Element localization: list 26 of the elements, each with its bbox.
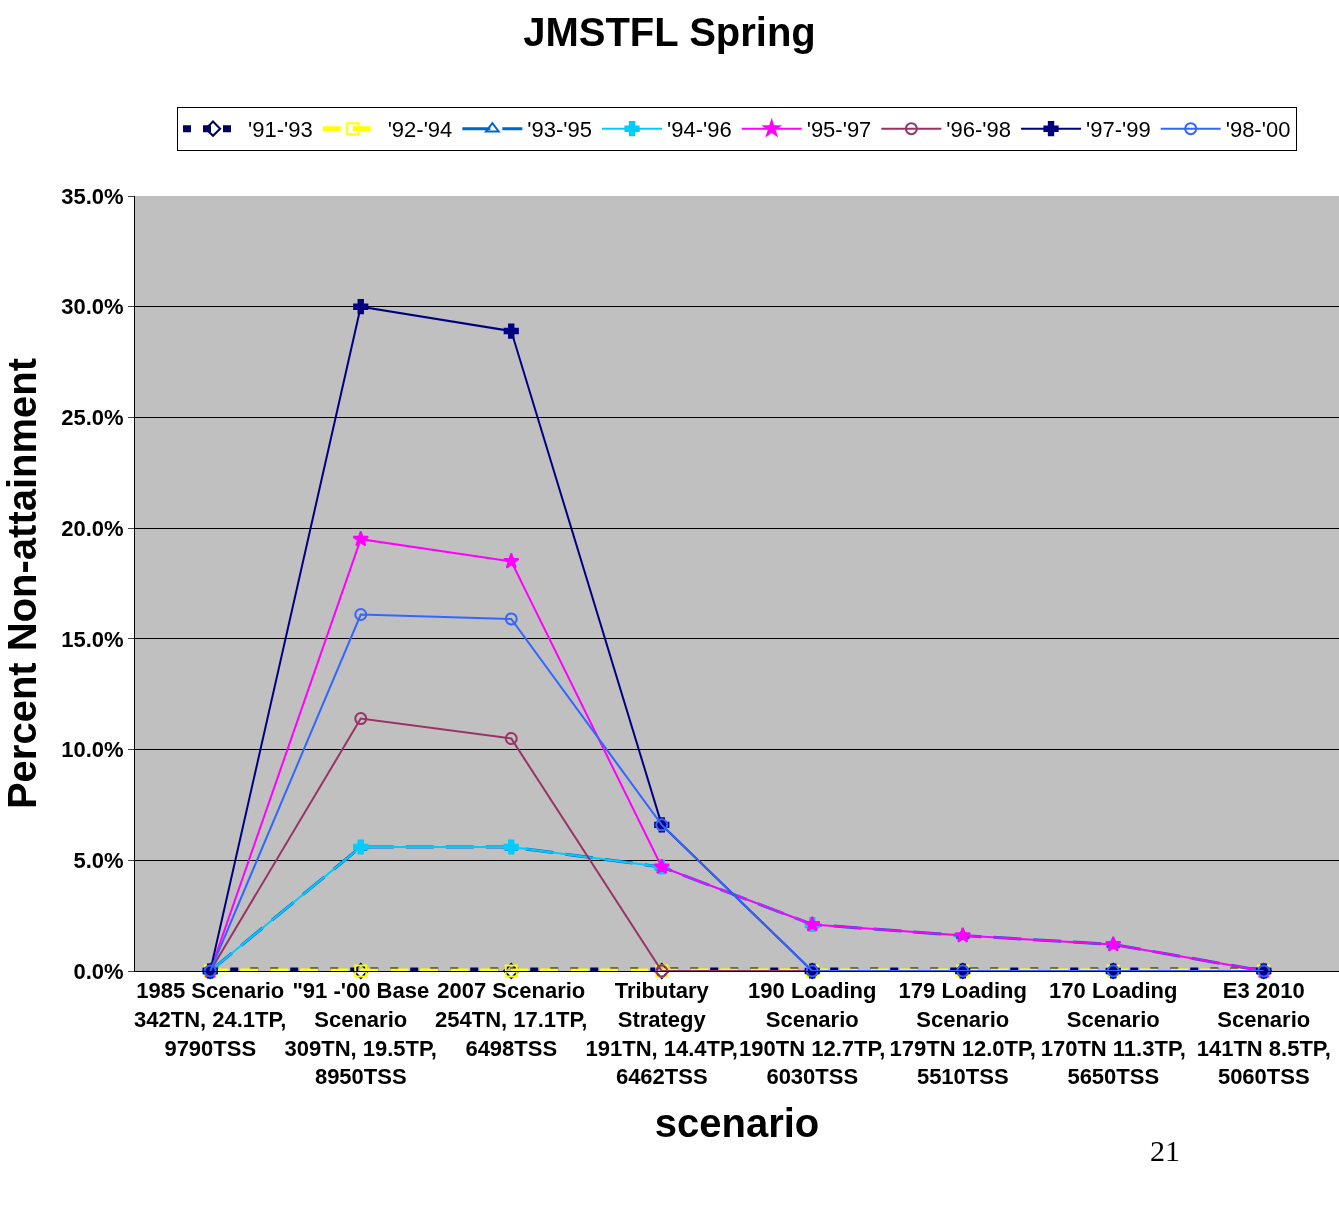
y-axis-title: Percent Non-attainment	[0, 357, 44, 810]
legend-label: '98-'00	[1225, 117, 1291, 143]
legend-label: '95-'97	[806, 117, 872, 143]
x-tick-label: 2007 Scenario 254TN, 17.1TP, 6498TSS	[435, 978, 588, 1061]
y-tick-label: 35.0%	[61, 183, 124, 209]
y-tick-label: 30.0%	[61, 294, 124, 320]
y-tick-label: 25.0%	[61, 405, 124, 431]
legend-label: '92-'94	[387, 117, 453, 143]
legend-label: '96-'98	[946, 117, 1012, 143]
text: 21	[1150, 1134, 1180, 1167]
y-tick-label: 15.0%	[61, 626, 124, 652]
chart-title: JMSTFL Spring	[523, 10, 816, 55]
y-tick-label: 10.0%	[61, 737, 124, 763]
x-tick-label: 190 Loading Scenario 190TN 12.7TP, 6030TSS	[739, 978, 886, 1090]
x-tick-label: 179 Loading Scenario 179TN 12.0TP, 5510TSS	[889, 978, 1036, 1090]
legend-label: '91-'93	[248, 117, 313, 143]
x-tick-label: E3 2010 Scenario 141TN 8.5TP, 5060TSS	[1196, 978, 1331, 1090]
y-tick-label: 20.0%	[61, 515, 124, 541]
x-tick-label: Tributary Strategy 191TN, 14.4TP, 6462TSS	[585, 978, 738, 1090]
legend-label: '97-'99	[1086, 117, 1151, 143]
legend-label: '93-'95	[527, 117, 593, 143]
x-tick-label: 170 Loading Scenario 170TN 11.3TP, 5650TSS	[1040, 978, 1186, 1090]
legend-label: '94-'96	[667, 117, 732, 143]
y-tick-label: 0.0%	[73, 958, 124, 984]
y-tick-label: 5.0%	[73, 847, 124, 873]
x-axis-title: scenario	[654, 1100, 820, 1145]
